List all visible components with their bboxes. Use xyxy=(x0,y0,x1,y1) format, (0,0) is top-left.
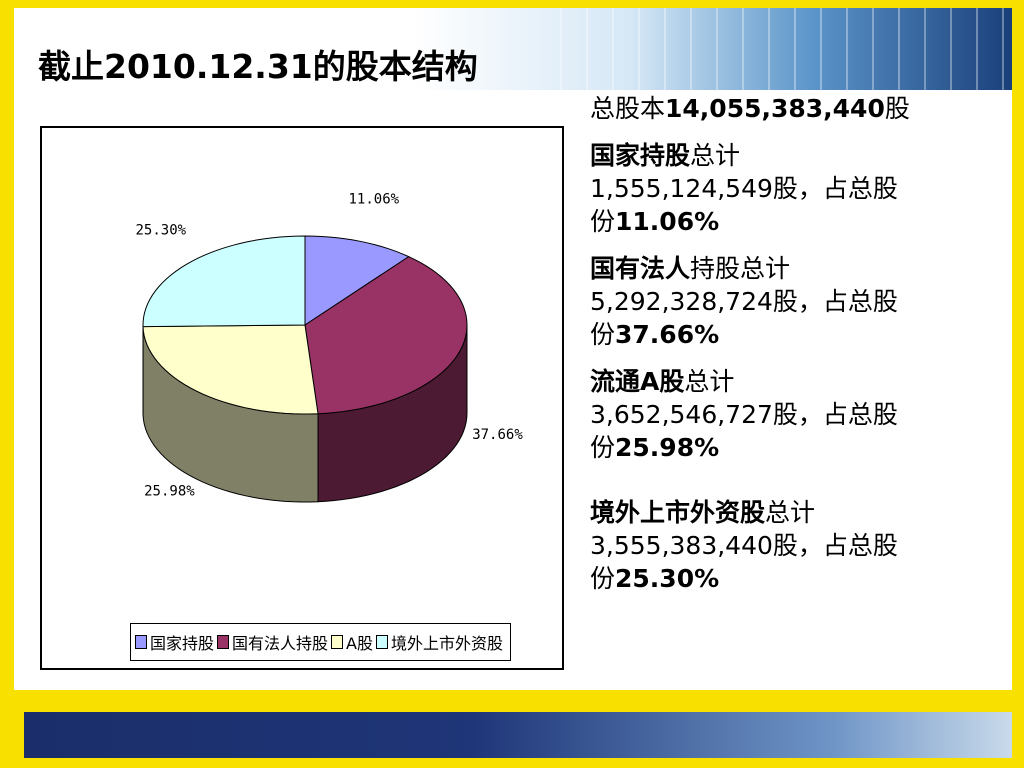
chart-legend: 国家持股 国有法人持股 A股 境外上市外资股 xyxy=(130,623,511,661)
item-percent: 25.98% xyxy=(615,433,720,462)
item-mid: 股，占总股 xyxy=(772,531,898,560)
legend-label: 国有法人持股 xyxy=(232,634,329,653)
pie-chart: 11.06% 37.66% 25.98% 25.30% xyxy=(136,192,523,503)
legend-label: 境外上市外资股 xyxy=(390,634,503,653)
chart-box: 11.06% 37.66% 25.98% 25.30% 国家持股 国有法人持股 A股 … xyxy=(40,126,564,670)
item-percent: 11.06% xyxy=(615,207,720,236)
total-shares: 总股本14,055,383,440股 xyxy=(590,92,990,125)
item-shares: 3,555,383,440 xyxy=(590,531,773,560)
item-shares: 3,652,546,727 xyxy=(590,400,773,429)
frame-bottom xyxy=(0,760,1024,768)
item-label-suffix: 总计 xyxy=(690,141,741,170)
pie-slice xyxy=(142,235,306,328)
item-mid: 股，占总股 xyxy=(772,174,898,203)
item-pre-pct: 份 xyxy=(590,207,616,236)
pie-data-label: 37.66% xyxy=(472,427,523,443)
total-value: 14,055,383,440 xyxy=(665,94,885,123)
frame-right xyxy=(1012,0,1024,768)
total-prefix: 总股本 xyxy=(590,94,666,123)
frame-left xyxy=(0,0,14,768)
bottom-bar xyxy=(24,712,1012,758)
legend-swatch xyxy=(375,635,388,649)
pie-slice xyxy=(304,256,468,415)
legend-item: 境外上市外资股 xyxy=(375,630,503,654)
legend-swatch xyxy=(135,635,147,649)
legend-swatch xyxy=(331,635,344,649)
pie-slice xyxy=(304,235,410,326)
item-mid: 股，占总股 xyxy=(772,287,898,316)
item-name: 国有法人 xyxy=(590,254,691,283)
item-percent: 37.66% xyxy=(615,320,720,349)
pie-data-label: 11.06% xyxy=(349,192,400,208)
legend-item: 国有法人持股 xyxy=(217,630,328,654)
legend-item: A股 xyxy=(331,630,373,654)
item-name: 国家持股 xyxy=(590,141,691,170)
legend-label: 国家持股 xyxy=(150,634,215,653)
item-pre-pct: 份 xyxy=(590,320,616,349)
item-shares: 5,292,328,724 xyxy=(590,287,773,316)
page-title: 截止2010.12.31的股本结构 xyxy=(38,47,478,86)
item-shares: 1,555,124,549 xyxy=(590,174,773,203)
info-panel: 总股本14,055,383,440股 国家持股总计 1,555,124,549股… xyxy=(590,92,990,609)
item-label-suffix: 总计 xyxy=(684,367,735,396)
item-block: 境外上市外资股总计 3,555,383,440股，占总股 份25.30% xyxy=(590,496,990,595)
item-pre-pct: 份 xyxy=(590,433,616,462)
item-name: 境外上市外资股 xyxy=(590,498,766,527)
item-block: 国有法人持股总计 5,292,328,724股，占总股 份37.66% xyxy=(590,252,990,351)
item-block: 流通A股总计 3,652,546,727股，占总股 份25.98% xyxy=(590,365,990,464)
item-label-suffix: 持股总计 xyxy=(690,254,791,283)
legend-label: A股 xyxy=(346,634,373,653)
item-mid: 股，占总股 xyxy=(772,400,898,429)
pie-data-label: 25.98% xyxy=(144,483,195,499)
legend-swatch xyxy=(217,635,230,649)
item-name: 流通A股 xyxy=(590,367,685,396)
pie-slice xyxy=(142,324,319,415)
frame-top xyxy=(0,0,1024,8)
pie-data-label: 25.30% xyxy=(136,223,187,239)
item-percent: 25.30% xyxy=(615,564,720,593)
title-band xyxy=(14,8,1012,90)
total-suffix: 股 xyxy=(884,94,910,123)
legend-item: 国家持股 xyxy=(135,630,214,654)
item-block: 国家持股总计 1,555,124,549股，占总股 份11.06% xyxy=(590,139,990,238)
title-stripes xyxy=(560,8,1012,90)
item-pre-pct: 份 xyxy=(590,564,616,593)
item-label-suffix: 总计 xyxy=(765,498,816,527)
